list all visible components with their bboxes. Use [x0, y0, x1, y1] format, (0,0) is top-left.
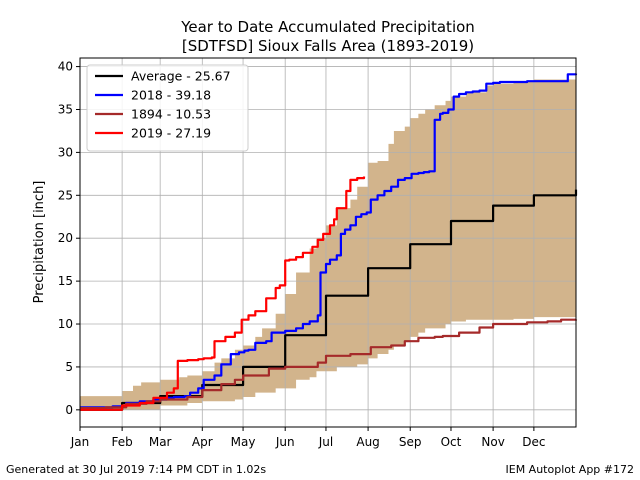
- y-tick-label: 15: [58, 274, 73, 288]
- x-tick-label: Feb: [112, 435, 133, 449]
- x-tick-label: Apr: [192, 435, 213, 449]
- x-tick-label: Nov: [481, 435, 504, 449]
- legend-entry: Average - 25.67: [131, 69, 231, 84]
- footer-app-id: IEM Autoplot App #172: [505, 463, 635, 476]
- x-tick-label: Jul: [318, 435, 333, 449]
- series-line-average: [80, 189, 578, 411]
- series-line-1894: [80, 318, 578, 410]
- y-tick-label: 20: [58, 231, 73, 245]
- legend-entry: 2018 - 39.18: [131, 88, 211, 103]
- legend-entry: 2019 - 27.19: [131, 126, 211, 141]
- series-line-2018: [80, 73, 578, 409]
- axes-frame: [79, 57, 577, 428]
- y-tick-label: 10: [58, 317, 73, 331]
- y-tick-label: 25: [58, 188, 73, 202]
- legend-entry: 1894 - 10.53: [131, 107, 211, 122]
- x-tick-label: Sep: [399, 435, 422, 449]
- range-band: [80, 73, 576, 410]
- x-tick-label: Aug: [356, 435, 379, 449]
- y-tick-label: 0: [65, 403, 73, 417]
- chart-title: Year to Date Accumulated Precipitation: [180, 18, 475, 36]
- x-tick-label: Jun: [275, 435, 295, 449]
- legend-box: [86, 64, 249, 152]
- chart-subtitle: [SDTFSD] Sioux Falls Area (1893-2019): [182, 37, 474, 55]
- series-line-2019: [80, 176, 366, 411]
- y-tick-label: 30: [58, 145, 73, 159]
- x-tick-label: Jan: [70, 435, 90, 449]
- x-tick-label: Oct: [441, 435, 462, 449]
- footer-generated-text: Generated at 30 Jul 2019 7:14 PM CDT in …: [6, 463, 267, 476]
- y-tick-label: 5: [65, 360, 73, 374]
- x-tick-label: Mar: [149, 435, 172, 449]
- plot-area: 0 5 10 15 20 25 30 35 40 Jan Feb Mar Apr May Jun Jul Aug…: [58, 57, 578, 449]
- x-tick-label: Dec: [522, 435, 545, 449]
- x-tick-label: May: [231, 435, 256, 449]
- y-tick-label: 35: [58, 102, 73, 116]
- y-tick-label: 40: [58, 60, 73, 74]
- y-axis-label: Precipitation [inch]: [32, 181, 47, 304]
